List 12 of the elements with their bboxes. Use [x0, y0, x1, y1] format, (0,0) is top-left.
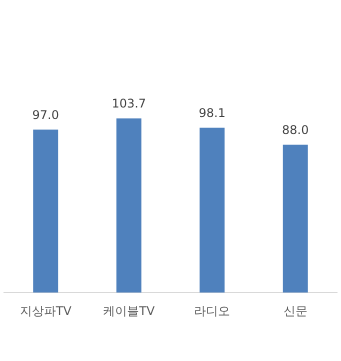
data-label: 88.0 — [282, 122, 309, 137]
x-tick-label: 신문 — [283, 304, 308, 318]
bar — [33, 130, 58, 293]
bar — [116, 118, 142, 293]
x-tick-label: 지상파TV — [20, 304, 72, 318]
data-label: 98.1 — [198, 106, 226, 120]
x-tick-label: 라디오 — [194, 304, 230, 318]
bar — [282, 144, 308, 293]
bar — [200, 128, 225, 293]
data-label: 97.0 — [32, 108, 59, 122]
data-label: 103.7 — [112, 96, 146, 111]
x-tick-label: 케이블TV — [103, 304, 156, 318]
